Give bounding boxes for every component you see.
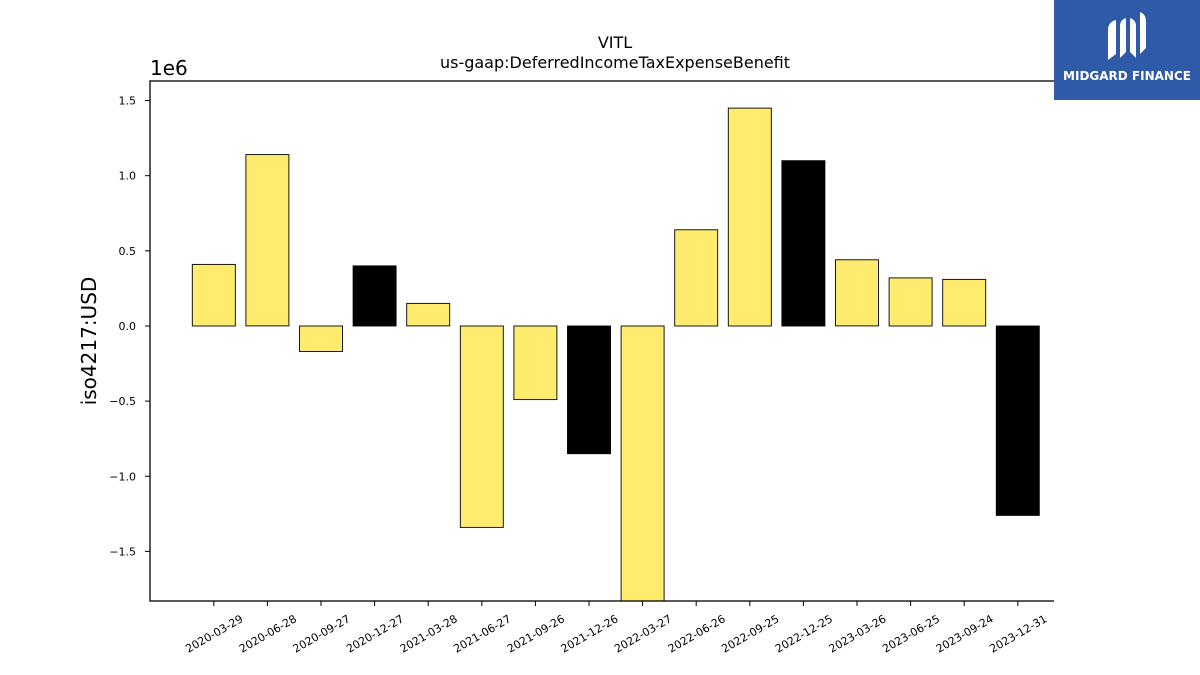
y-tick-label: −1.5 [109, 545, 136, 558]
chart-title: VITL [598, 33, 632, 52]
y-tick-label: 0.5 [119, 245, 137, 258]
bar-2022-03-27 [620, 325, 665, 602]
y-tick-label: 1.5 [119, 95, 137, 108]
logo-text: MIDGARD FINANCE [1063, 69, 1191, 83]
x-tick-label: 2023-09-24 [934, 612, 996, 655]
x-tick-label: 2021-12-26 [559, 612, 621, 655]
x-tick-label: 2021-06-27 [451, 612, 513, 655]
y-multiplier-label: 1e6 [150, 56, 188, 80]
x-tick-label: 2020-03-29 [183, 612, 245, 655]
plot-frame [149, 80, 1054, 602]
x-tick-label: 2023-03-26 [827, 612, 889, 655]
bar-2021-03-28 [406, 302, 451, 327]
bar-2022-09-25 [727, 107, 772, 327]
bar-2020-12-27 [352, 265, 397, 327]
y-axis-label: iso4217:USD [77, 277, 101, 406]
logo-mark-icon [1108, 12, 1146, 60]
bar-2021-12-26 [567, 325, 611, 455]
x-tick-label: 2020-12-27 [344, 612, 406, 655]
y-axis-ticks: −1.5 −1.0 −0.5 0.0 0.5 1.0 1.5 [109, 95, 150, 558]
x-tick-label: 2022-06-26 [666, 612, 728, 655]
x-tick-label: 2022-09-25 [719, 612, 781, 655]
x-tick-label: 2021-03-28 [398, 612, 460, 655]
y-tick-label: −0.5 [109, 395, 136, 408]
bar-2021-09-26 [513, 325, 558, 401]
bar-2020-03-29 [191, 263, 236, 327]
chart: −1.5−1.0−0.50.00.51.01.5 2020-03-292020-… [77, 33, 1054, 656]
x-tick-label: 2023-12-31 [987, 612, 1049, 655]
x-axis-ticks: 2020-03-292020-06-282020-09-272020-12-27… [183, 601, 1049, 656]
bar-2022-06-26 [674, 229, 719, 327]
y-tick-label: 0.0 [119, 320, 137, 333]
y-tick-label: 1.0 [119, 170, 137, 183]
x-tick-label: 2022-12-25 [773, 612, 835, 655]
chart-subtitle: us-gaap:DeferredIncomeTaxExpenseBenefit [440, 53, 790, 72]
x-tick-label: 2021-09-26 [505, 612, 567, 655]
x-tick-label: 2023-06-25 [880, 612, 942, 655]
y-tick-label: −1.0 [109, 470, 136, 483]
bar-2020-09-27 [299, 325, 343, 352]
x-tick-label: 2022-03-27 [612, 612, 674, 655]
bar-2023-12-31 [995, 325, 1040, 516]
bar-2021-06-27 [459, 325, 504, 528]
x-tick-label: 2020-09-27 [291, 612, 353, 655]
bar-2023-09-24 [942, 278, 987, 327]
bar-2023-03-26 [835, 259, 879, 327]
bars-group [191, 107, 1040, 602]
brand-logo: MIDGARD FINANCE [1054, 0, 1200, 100]
x-tick-label: 2020-06-28 [237, 612, 299, 655]
bar-2023-06-25 [888, 277, 933, 327]
bar-2022-12-25 [781, 160, 826, 327]
bar-2020-06-28 [245, 154, 290, 327]
